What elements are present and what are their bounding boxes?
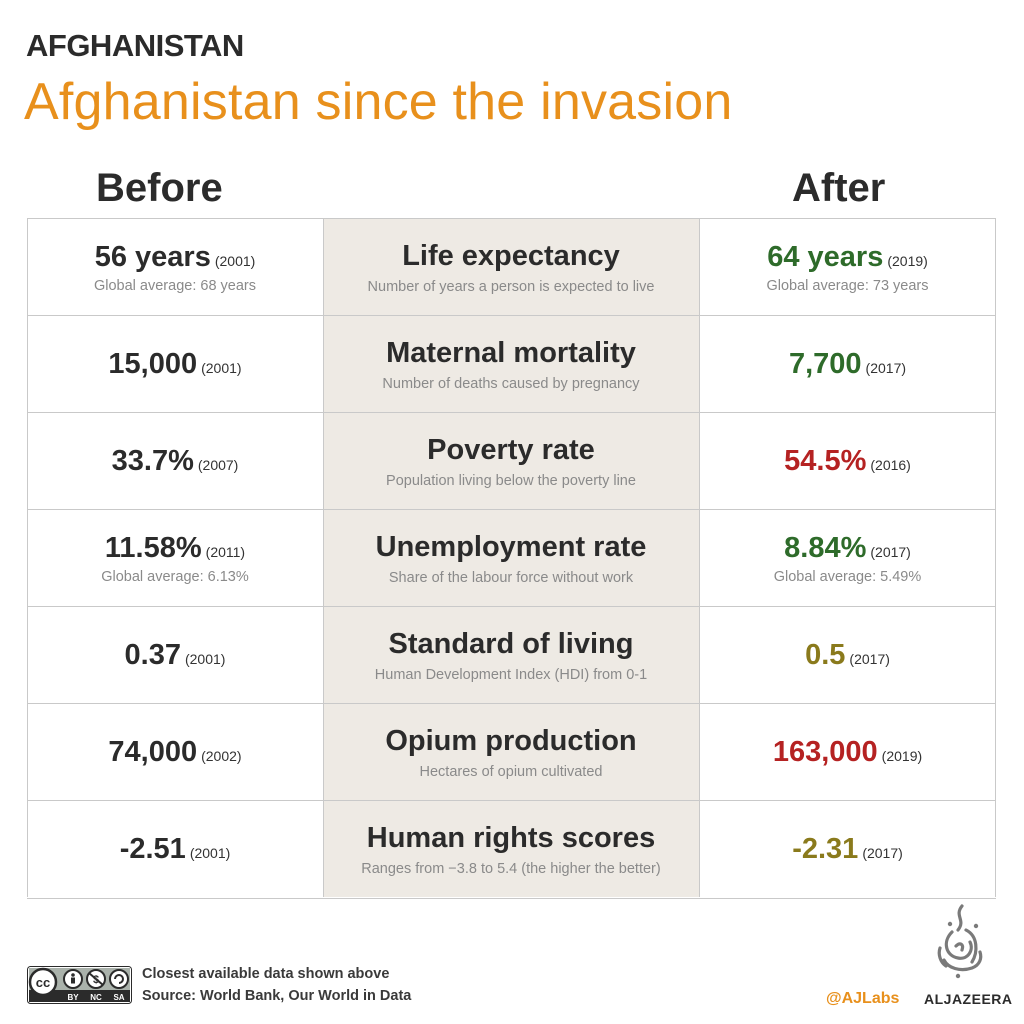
after-value: 7,700 (788, 348, 862, 380)
before-cell: 33.7% (2007) (27, 413, 323, 510)
after-cell: 8.84% (2017) Global average: 5.49% (699, 510, 996, 607)
before-cell: -2.51 (2001) (27, 801, 323, 898)
license-label-sa: SA (113, 993, 124, 1002)
brand-wordmark: ALJAZEERA (924, 991, 1013, 1007)
after-column-heading: After (792, 166, 886, 210)
table-row: 15,000 (2001) Maternal mortality Number o… (27, 315, 996, 413)
before-value: 11.58% (104, 532, 202, 564)
after-value: 163,000 (772, 736, 878, 768)
after-note: Global average: 5.49% (773, 569, 922, 585)
indicator-title: Unemployment rate (375, 531, 647, 563)
page-title: Afghanistan since the invasion (24, 73, 733, 131)
license-label-by: BY (67, 993, 79, 1002)
after-cell: 64 years (2019) Global average: 73 years (699, 219, 996, 316)
before-value: 15,000 (108, 348, 198, 380)
after-year: (2017) (862, 845, 903, 861)
after-value: 8.84% (784, 532, 867, 564)
table-row: 0.37 (2001) Standard of living Human Deve… (27, 606, 996, 704)
before-cell: 11.58% (2011) Global average: 6.13% (27, 510, 323, 607)
indicator-description: Population living below the poverty line (386, 473, 636, 489)
table-row: 33.7% (2007) Poverty rate Population livi… (27, 412, 996, 510)
after-cell: 54.5% (2016) (699, 413, 996, 510)
before-year: (2001) (189, 845, 231, 861)
indicator-description: Number of deaths caused by pregnancy (382, 376, 640, 392)
indicator-title: Poverty rate (427, 434, 595, 466)
after-cell: 163,000 (2019) (699, 704, 996, 801)
after-cell: -2.31 (2017) (699, 801, 996, 898)
before-cell: 74,000 (2002) (27, 704, 323, 801)
after-value: 64 years (767, 241, 884, 273)
before-cell: 0.37 (2001) (27, 607, 323, 704)
table-row: 11.58% (2011) Global average: 6.13% Unemp… (27, 509, 996, 607)
table-row: 74,000 (2002) Opium production Hectares o… (27, 703, 996, 801)
creative-commons-by-nc-sa-icon: cc $ BY NC SA (27, 966, 132, 1004)
before-note: Global average: 6.13% (101, 569, 249, 585)
before-year: (2001) (184, 651, 226, 667)
comparison-table: 56 years (2001) Global average: 68 years … (27, 218, 996, 899)
after-year: (2019) (881, 748, 923, 764)
indicator-description: Ranges from −3.8 to 5.4 (the higher the … (361, 861, 661, 877)
indicator-cell: Standard of living Human Development Ind… (323, 607, 699, 704)
source-line: Source: World Bank, Our World in Data (142, 988, 412, 1004)
table-divider-left (323, 218, 324, 897)
before-year: (2007) (197, 457, 239, 473)
section-kicker: AFGHANISTAN (26, 28, 244, 63)
before-note: Global average: 68 years (93, 278, 256, 294)
before-value: 33.7% (111, 445, 194, 477)
al-jazeera-logo-icon (937, 904, 983, 979)
license-label-nc: NC (90, 993, 102, 1002)
table-row: 56 years (2001) Global average: 68 years … (27, 218, 996, 316)
indicator-cell: Maternal mortality Number of deaths caus… (323, 316, 699, 413)
before-year: (2001) (201, 360, 242, 376)
indicator-title: Life expectancy (402, 240, 620, 272)
before-value: 74,000 (108, 736, 198, 768)
after-value: 54.5% (784, 445, 867, 477)
after-note: Global average: 73 years (766, 278, 929, 294)
before-year: (2001) (214, 253, 256, 269)
indicator-cell: Opium production Hectares of opium culti… (323, 704, 699, 801)
indicator-column-background (323, 218, 699, 897)
after-year: (2017) (870, 544, 911, 560)
indicator-description: Hectares of opium cultivated (419, 764, 603, 780)
before-column-heading: Before (96, 166, 223, 210)
after-year: (2019) (887, 253, 928, 269)
after-year: (2017) (849, 651, 890, 667)
indicator-description: Number of years a person is expected to … (367, 279, 655, 295)
indicator-cell: Life expectancy Number of years a person… (323, 219, 699, 316)
indicator-title: Maternal mortality (386, 337, 636, 369)
after-value: -2.31 (792, 833, 859, 865)
table-divider-right (699, 218, 700, 897)
svg-text:cc: cc (36, 975, 50, 990)
before-year: (2002) (201, 748, 242, 764)
after-year: (2017) (865, 360, 907, 376)
after-cell: 0.5 (2017) (699, 607, 996, 704)
indicator-title: Opium production (385, 725, 637, 757)
before-value: 56 years (94, 241, 211, 273)
indicator-title: Standard of living (388, 628, 634, 660)
indicator-cell: Unemployment rate Share of the labour fo… (323, 510, 699, 607)
before-value: -2.51 (119, 833, 186, 865)
indicator-description: Share of the labour force without work (388, 570, 634, 586)
after-cell: 7,700 (2017) (699, 316, 996, 413)
before-cell: 56 years (2001) Global average: 68 years (27, 219, 323, 316)
indicator-cell: Human rights scores Ranges from −3.8 to … (323, 801, 699, 898)
after-year: (2016) (870, 457, 911, 473)
indicator-description: Human Development Index (HDI) from 0-1 (374, 667, 648, 683)
before-value: 0.37 (124, 639, 181, 671)
before-cell: 15,000 (2001) (27, 316, 323, 413)
after-value: 0.5 (805, 639, 846, 671)
before-year: (2011) (205, 544, 246, 560)
table-border-left (27, 218, 28, 897)
table-border-right (995, 218, 996, 897)
indicator-title: Human rights scores (366, 822, 656, 854)
indicator-cell: Poverty rate Population living below the… (323, 413, 699, 510)
table-row: -2.51 (2001) Human rights scores Ranges f… (27, 800, 996, 899)
ajlabs-handle: @AJLabs (826, 990, 900, 1007)
data-note: Closest available data shown above (142, 966, 390, 982)
